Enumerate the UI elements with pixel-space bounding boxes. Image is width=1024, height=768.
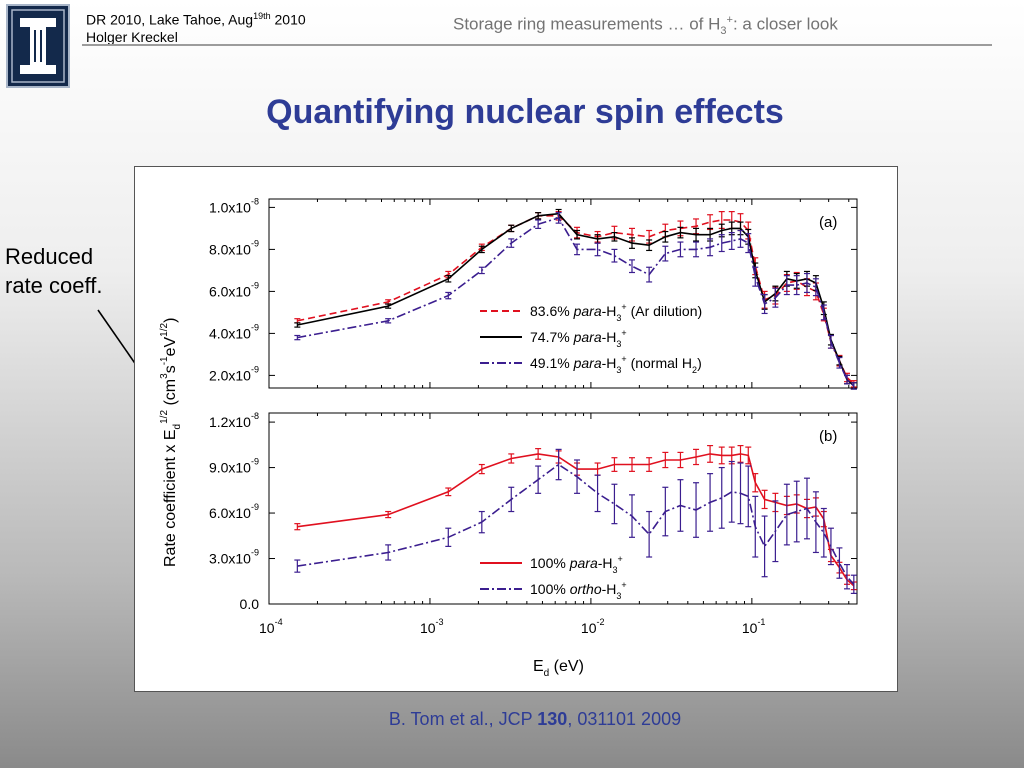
conference-line: DR 2010, Lake Tahoe, Aug19th 2010: [86, 11, 306, 28]
y-tick-label: 1.0x10-8: [209, 196, 259, 215]
y-tick-label: 3.0x10-9: [209, 548, 259, 567]
y-tick-label: 6.0x10-9: [209, 280, 259, 299]
figure-panel: 1.0x10-8 8.0x10-9 6.0x10-9 4.0x10-9 2.0x10-9…: [134, 166, 898, 692]
legend-label: 83.6% para-H3+ (Ar dilution): [530, 302, 702, 323]
y-axis-label: Rate coefficient x Ed1/2 (cm3s-1eV1/2): [159, 318, 183, 567]
series-line: [297, 212, 855, 387]
axis-labels: 10-4 10-3 10-2 10-1 Ed (eV) Rate coefficient …: [159, 318, 765, 679]
panel-b: 1.2x10-8 9.0x10-9 6.0x10-9 3.0x10-9 0.0 (b) 10…: [209, 411, 858, 612]
slide-title: Quantifying nuclear spin effects: [266, 93, 784, 131]
panel-a: 1.0x10-8 8.0x10-9 6.0x10-9 4.0x10-9 2.0x10-9…: [209, 196, 858, 390]
x-tick-label: 10-3: [420, 617, 444, 636]
side-annotation: Reduced rate coeff.: [5, 244, 103, 298]
talk-title: Storage ring measurements … of H3+: a cl…: [453, 14, 838, 38]
plot-frame: [268, 198, 858, 389]
y-tick-label: 4.0x10-9: [209, 322, 259, 341]
series-line: [297, 453, 855, 587]
y-tick-label: 6.0x10-9: [209, 502, 259, 521]
series: [294, 212, 857, 390]
y-tick-label: 0.0: [240, 596, 260, 612]
citation: B. Tom et al., JCP 130, 031101 2009: [388, 709, 682, 729]
y-tick-label: 2.0x10-9: [209, 364, 259, 383]
legend-label: 100% ortho-H3+: [530, 580, 627, 601]
series: [294, 448, 857, 594]
plot-frame: [268, 412, 858, 605]
conference-info: DR 2010, Lake Tahoe, Aug19th 2010 Holger…: [86, 8, 306, 46]
university-logo: [6, 4, 70, 88]
series-line: [297, 463, 855, 585]
x-axis-label: Ed (eV): [533, 658, 584, 679]
x-tick-label: 10-1: [742, 617, 766, 636]
panel-label: (a): [819, 214, 837, 231]
x-tick-label: 10-4: [259, 617, 283, 636]
legend-label: 49.1% para-H3+ (normal H2): [530, 354, 702, 375]
rate-coefficient-chart: 1.0x10-8 8.0x10-9 6.0x10-9 4.0x10-9 2.0x10-9…: [159, 196, 858, 679]
y-tick-label: 9.0x10-9: [209, 457, 259, 476]
x-tick-label: 10-2: [581, 617, 605, 636]
series-line: [297, 216, 855, 387]
legend-label: 74.7% para-H3+: [530, 328, 627, 349]
y-tick-label: 1.2x10-8: [209, 411, 259, 430]
legend-label: 100% para-H3+: [530, 554, 623, 575]
panel-label: (b): [819, 428, 837, 445]
y-tick-label: 8.0x10-9: [209, 238, 259, 257]
block-i-icon: [11, 9, 65, 83]
header-divider: [82, 44, 992, 46]
author-line: Holger Kreckel: [86, 28, 178, 45]
